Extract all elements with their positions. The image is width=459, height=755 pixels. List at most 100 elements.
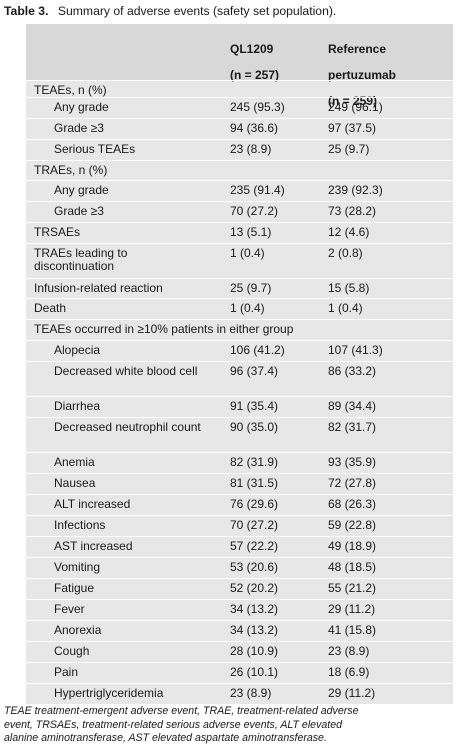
reference-value: 29 (11.2) — [328, 602, 376, 616]
table-number: Table 3. — [4, 4, 49, 18]
ql1209-value: 53 (20.6) — [230, 560, 279, 574]
table-row: Decreased neutrophil count 90 (35.0) 82 (3… — [26, 417, 453, 453]
table-row: Nausea 81 (31.5) 72 (27.8) — [26, 473, 453, 495]
row-label: TRAEs leading to discontinuation — [34, 246, 128, 273]
reference-value: 23 (8.9) — [328, 644, 370, 658]
table-row: Anemia 82 (31.9) 93 (35.9) — [26, 452, 453, 474]
table-row: TRSAEs 13 (5.1) 12 (4.6) — [26, 222, 453, 244]
row-label: Alopecia — [54, 343, 101, 357]
reference-value: 49 (18.9) — [328, 539, 377, 553]
ql1209-value: 34 (13.2) — [230, 602, 279, 616]
footnote-line: event, TRSAEs, treatment-related serious… — [4, 718, 342, 731]
column-header-reference-drug: pertuzumab — [328, 68, 397, 82]
table-row: TRAEs, n (%) — [26, 160, 453, 181]
reference-value: 25 (9.7) — [328, 142, 370, 156]
reference-value: 48 (18.5) — [328, 560, 377, 574]
table-caption: Table 3. Summary of adverse events (safe… — [4, 3, 336, 19]
row-label: Diarrhea — [54, 399, 101, 413]
row-label: Cough — [54, 644, 90, 658]
table-row: Anorexia 34 (13.2) 41 (15.8) — [26, 620, 453, 642]
column-header-ql1209: QL1209 (n = 257) — [230, 30, 279, 95]
ql1209-value: 26 (10.1) — [230, 665, 279, 679]
reference-value: 55 (21.2) — [328, 581, 377, 595]
reference-value: 107 (41.3) — [328, 343, 383, 357]
table-row: Alopecia 106 (41.2) 107 (41.3) — [26, 340, 453, 362]
table-row: TRAEs leading to discontinuation 1 (0.4) 2… — [26, 243, 453, 279]
table-row: Any grade 245 (95.3) 249 (96.1) — [26, 97, 453, 119]
row-label: TRSAEs — [34, 225, 81, 239]
ql1209-value: 23 (8.9) — [230, 142, 272, 156]
column-header-reference-name: Reference — [328, 42, 387, 56]
ql1209-value: 91 (35.4) — [230, 399, 279, 413]
column-header-ql1209-name: QL1209 — [230, 42, 274, 56]
ql1209-value: 23 (8.9) — [230, 686, 272, 700]
reference-value: 93 (35.9) — [328, 455, 377, 469]
row-label: Death — [34, 301, 67, 315]
footnote-line: TEAE treatment-emergent adverse event, T… — [4, 705, 359, 717]
row-label: Any grade — [54, 183, 109, 197]
reference-value: 72 (27.8) — [328, 476, 377, 490]
reference-value: 15 (5.8) — [328, 281, 370, 295]
table-row: Cough 28 (10.9) 23 (8.9) — [26, 641, 453, 663]
reference-value: 41 (15.8) — [328, 623, 377, 637]
table-row: Fever 34 (13.2) 29 (11.2) — [26, 599, 453, 621]
ql1209-value: 81 (31.5) — [230, 476, 279, 490]
reference-value: 59 (22.8) — [328, 518, 377, 532]
row-label: Fever — [54, 602, 85, 616]
column-header-ql1209-n: (n = 257) — [230, 68, 280, 82]
ql1209-value: 52 (20.2) — [230, 581, 279, 595]
row-label: Decreased neutrophil count — [54, 420, 201, 434]
row-label: TRAEs, n (%) — [34, 163, 108, 177]
row-label: Any grade — [54, 100, 109, 114]
table-row: Grade ≥3 70 (27.2) 73 (28.2) — [26, 201, 453, 223]
table-row: Any grade 235 (91.4) 239 (92.3) — [26, 180, 453, 202]
table-row: TEAEs occurred in ≥10% patients in eithe… — [26, 319, 453, 341]
row-label: Hypertriglyceridemia — [54, 686, 164, 700]
row-label: Infections — [54, 518, 106, 532]
table-row: ALT increased 76 (29.6) 68 (26.3) — [26, 494, 453, 516]
row-label: ALT increased — [54, 497, 131, 511]
reference-value: 1 (0.4) — [328, 301, 363, 315]
row-label: Anemia — [54, 455, 95, 469]
ql1209-value: 96 (37.4) — [230, 364, 279, 378]
table-row: Hypertriglyceridemia 23 (8.9) 29 (11.2) — [26, 683, 453, 705]
reference-value: 12 (4.6) — [328, 225, 370, 239]
ql1209-value: 57 (22.2) — [230, 539, 279, 553]
table-row: Vomiting 53 (20.6) 48 (18.5) — [26, 557, 453, 579]
table-title: Summary of adverse events (safety set po… — [57, 4, 337, 18]
table-row: Serious TEAEs 23 (8.9) 25 (9.7) — [26, 139, 453, 161]
ql1209-value: 70 (27.2) — [230, 204, 279, 218]
table-row: AST increased 57 (22.2) 49 (18.9) — [26, 536, 453, 558]
row-label: Infusion-related reaction — [34, 281, 163, 295]
ql1209-value: 28 (10.9) — [230, 644, 279, 658]
ql1209-value: 245 (95.3) — [230, 100, 285, 114]
row-label: Serious TEAEs — [54, 142, 136, 156]
row-label: TEAEs, n (%) — [34, 83, 107, 97]
table-row: Infections 70 (27.2) 59 (22.8) — [26, 515, 453, 537]
row-label: Grade ≥3 — [54, 204, 104, 218]
ql1209-value: 1 (0.4) — [230, 246, 265, 260]
ql1209-value: 82 (31.9) — [230, 455, 279, 469]
row-label: Nausea — [54, 476, 96, 490]
reference-value: 239 (92.3) — [328, 183, 383, 197]
table-row: Decreased white blood cell 96 (37.4) 86 (3… — [26, 361, 453, 397]
reference-value: 97 (37.5) — [328, 121, 377, 135]
row-label: AST increased — [54, 539, 133, 553]
ql1209-value: 25 (9.7) — [230, 281, 272, 295]
table-row: Death 1 (0.4) 1 (0.4) — [26, 298, 453, 320]
ql1209-value: 1 (0.4) — [230, 301, 265, 315]
reference-value: 68 (26.3) — [328, 497, 377, 511]
ql1209-value: 34 (13.2) — [230, 623, 279, 637]
ql1209-value: 235 (91.4) — [230, 183, 285, 197]
reference-value: 86 (33.2) — [328, 364, 377, 378]
row-label: Anorexia — [54, 623, 102, 637]
ql1209-value: 76 (29.6) — [230, 497, 279, 511]
table-row: Diarrhea 91 (35.4) 89 (34.4) — [26, 396, 453, 418]
row-label: Decreased white blood cell — [54, 364, 198, 378]
ql1209-value: 106 (41.2) — [230, 343, 285, 357]
table-row: TEAEs, n (%) — [26, 80, 453, 98]
ql1209-value: 70 (27.2) — [230, 518, 279, 532]
ql1209-value: 94 (36.6) — [230, 121, 279, 135]
reference-value: 2 (0.8) — [328, 246, 363, 260]
